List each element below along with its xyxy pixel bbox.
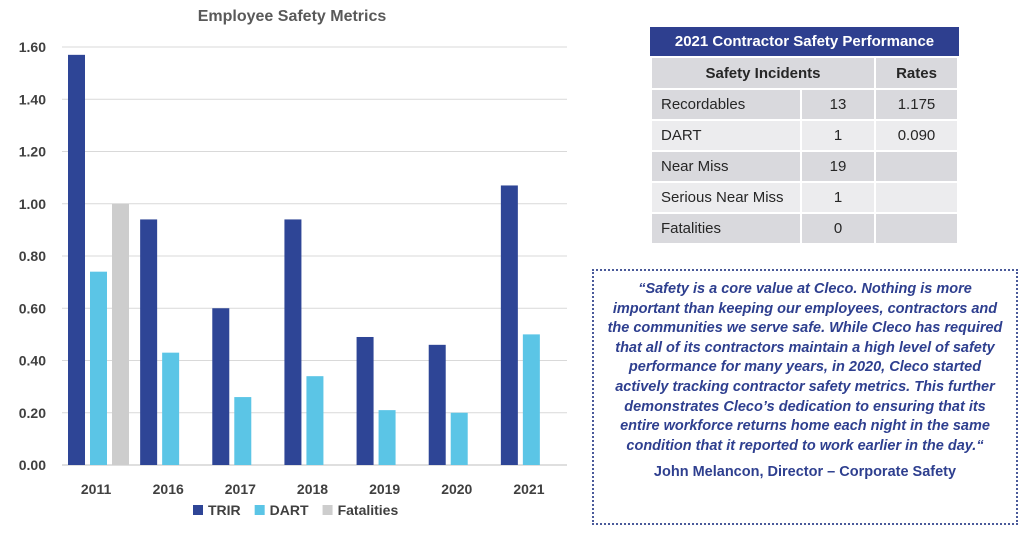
bar-dart-2019 [378, 410, 396, 465]
bar-dart-2018 [306, 376, 324, 465]
table-row: Near Miss 19 [650, 150, 959, 183]
x-tick-label: 2017 [225, 481, 256, 497]
y-tick-label: 0.80 [19, 248, 46, 264]
y-tick-label: 0.00 [19, 457, 46, 473]
bar-trir-2018 [284, 219, 302, 465]
chart-title: Employee Safety Metrics [198, 8, 387, 25]
legend-label-dart: DART [270, 502, 309, 518]
row-rate [874, 181, 959, 214]
quote-attribution: John Melancon, Director – Corporate Safe… [653, 464, 957, 481]
table-header-row: Safety Incidents Rates [650, 56, 959, 90]
row-count: 1 [800, 181, 876, 214]
y-tick-label: 1.40 [19, 91, 46, 107]
row-label: Serious Near Miss [650, 181, 802, 214]
row-count: 1 [800, 119, 876, 152]
row-rate: 1.175 [874, 88, 959, 121]
bar-trir-2021 [500, 185, 518, 465]
table-row: Serious Near Miss 1 [650, 181, 959, 214]
y-tick-label: 0.40 [19, 353, 46, 369]
row-count: 13 [800, 88, 876, 121]
row-label: Fatalities [650, 212, 802, 245]
bar-trir-2020 [428, 344, 446, 465]
x-tick-label: 2019 [369, 481, 400, 497]
row-rate: 0.090 [874, 119, 959, 152]
legend-swatch-dart [254, 505, 265, 515]
bar-dart-2020 [450, 412, 468, 465]
x-tick-label: 2011 [81, 481, 112, 497]
row-rate [874, 150, 959, 183]
y-tick-label: 1.20 [19, 144, 46, 160]
row-count: 0 [800, 212, 876, 245]
contractor-safety-table-panel: 2021 Contractor Safety Performance Safet… [650, 27, 959, 245]
bar-trir-2017 [212, 308, 230, 465]
table-row: Fatalities 0 [650, 212, 959, 245]
y-tick-label: 0.20 [19, 405, 46, 421]
bar-dart-2021 [522, 334, 540, 465]
quote-text: “Safety is a core value at Cleco. Nothin… [607, 281, 1003, 454]
x-tick-label: 2021 [513, 481, 544, 497]
header-rates: Rates [874, 56, 959, 90]
table-row: DART 1 0.090 [650, 119, 959, 152]
table-title: 2021 Contractor Safety Performance [650, 27, 959, 56]
y-tick-label: 0.60 [19, 300, 46, 316]
contractor-safety-table: 2021 Contractor Safety Performance Safet… [650, 27, 959, 245]
row-label: DART [650, 119, 802, 152]
row-count: 19 [800, 150, 876, 183]
legend-swatch-trir [193, 505, 203, 515]
row-label: Recordables [650, 88, 802, 121]
y-tick-label: 1.00 [19, 196, 46, 212]
x-tick-label: 2020 [441, 481, 472, 497]
legend-label-fatalities: Fatalities [338, 502, 399, 518]
bar-trir-2016 [140, 219, 158, 465]
bar-dart-2016 [162, 352, 180, 465]
legend-swatch-fatalities [322, 505, 333, 515]
header-safety-incidents: Safety Incidents [650, 56, 876, 90]
bar-trir-2011 [68, 54, 85, 466]
employee-safety-chart: Employee Safety Metrics 0.00 0.20 0.40 0.60… [19, 8, 567, 518]
row-label: Near Miss [650, 150, 802, 183]
bar-trir-2019 [356, 336, 374, 465]
y-tick-label: 1.60 [19, 39, 46, 55]
safety-quote-box: “Safety is a core value at Cleco. Nothin… [592, 269, 1018, 525]
x-tick-label: 2018 [297, 481, 328, 497]
x-tick-label: 2016 [153, 481, 184, 497]
row-rate [874, 212, 959, 245]
bar-dart-2017 [234, 397, 252, 465]
bar-dart-2011 [90, 271, 107, 465]
table-row: Recordables 13 1.175 [650, 88, 959, 121]
legend-label-trir: TRIR [208, 502, 241, 518]
bar-fatalities-2011 [112, 203, 129, 465]
